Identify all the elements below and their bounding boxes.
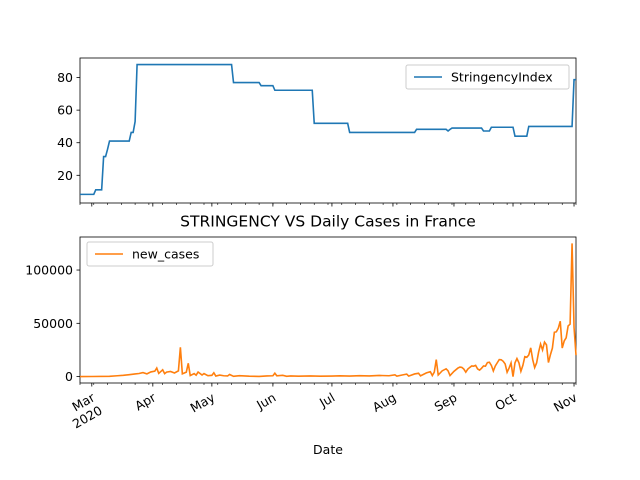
new-cases-legend: new_cases [86,241,214,267]
new-cases-y-tick-label: 50000 [33,316,73,331]
stringency-legend-box [405,64,570,90]
stringency-y-ticks: 20 40 60 80 [57,70,80,183]
stringency-legend: StringencyIndex [405,64,570,90]
stringency-y-tick-label: 20 [57,168,73,183]
stringency-index-line [80,63,576,196]
new-cases-y-ticks: 0 50000 100000 [25,263,80,384]
stringency-y-tick-label: 40 [57,135,73,150]
chart-title: STRINGENCY VS Daily Cases in France [180,213,476,231]
new-cases-legend-label: new_cases [132,247,199,262]
stringency-axes: 20 40 60 80 StringencyIndex [57,57,577,207]
stringency-y-tick-label: 60 [57,103,73,118]
stringency-legend-label: StringencyIndex [451,70,553,85]
stringency-x-ticks [79,203,577,207]
new-cases-y-tick-label: 0 [65,369,73,384]
stringency-y-tick-label: 80 [57,70,73,85]
new-cases-line [79,243,577,378]
x-axis-label: Date [313,442,343,457]
new-cases-y-tick-label: 100000 [25,263,73,278]
x-tick-label: Jul [316,390,337,411]
new-cases-legend-box [86,241,214,267]
